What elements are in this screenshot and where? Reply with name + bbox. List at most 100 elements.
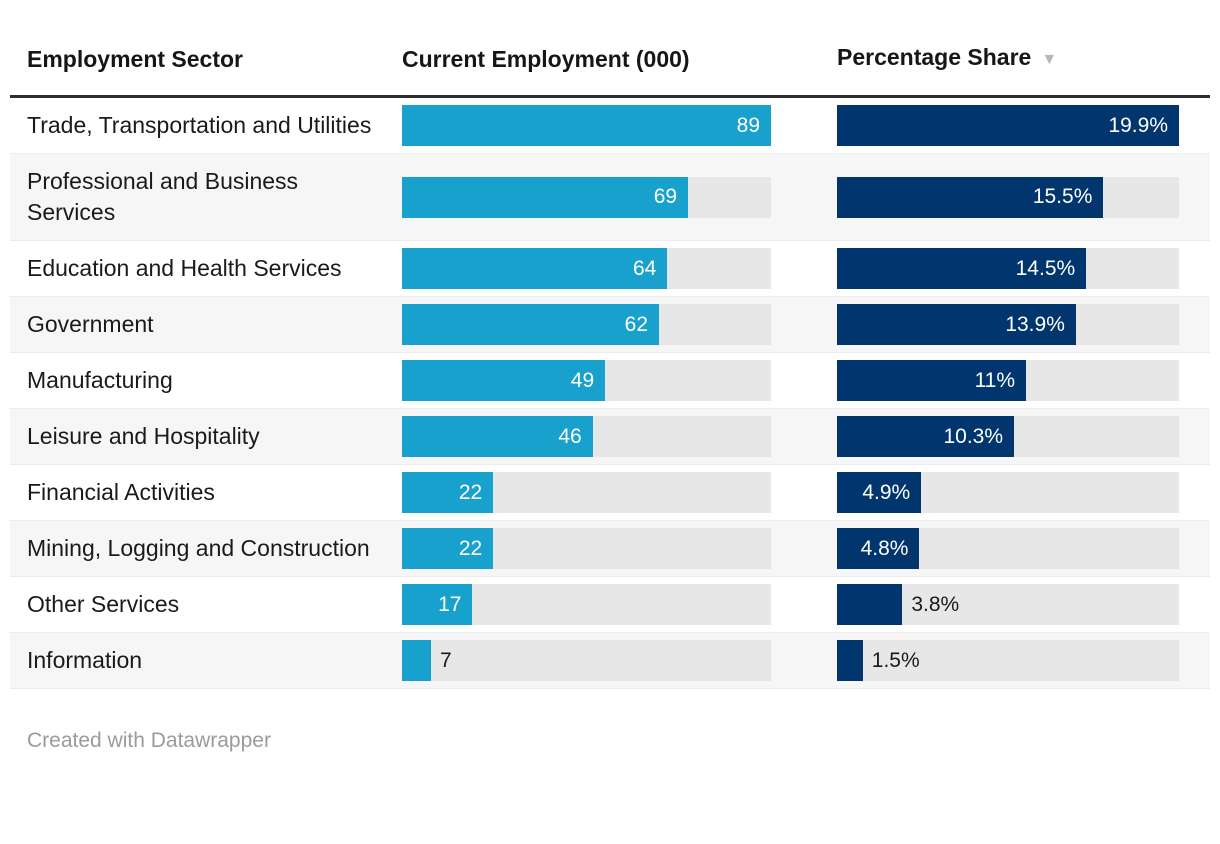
employment-bar-cell: 49 xyxy=(402,360,771,401)
column-header-percentage-share[interactable]: Percentage Share ▼ xyxy=(837,42,1179,75)
employment-bar: 17 xyxy=(402,584,473,625)
table-row: Information 7 1.5% xyxy=(10,633,1210,689)
table-row: Mining, Logging and Construction 22 4.8% xyxy=(10,521,1210,577)
employment-bar: 69 xyxy=(402,176,689,218)
share-bar-track: 1.5% xyxy=(837,640,1179,681)
employment-value-label: 64 xyxy=(632,256,657,280)
share-bar-track: 15.5% xyxy=(837,176,1179,218)
sector-label: Government xyxy=(27,311,154,337)
employment-bar-cell: 17 xyxy=(402,584,771,625)
share-bar-track: 11% xyxy=(837,360,1179,401)
employment-bar-cell: 64 xyxy=(402,248,771,289)
employment-value-label: 17 xyxy=(438,592,462,616)
employment-bar-cell: 46 xyxy=(402,416,771,457)
share-bar-track: 10.3% xyxy=(837,416,1179,457)
employment-bar-track: 22 xyxy=(402,528,771,569)
share-bar-track: 19.9% xyxy=(837,105,1179,146)
employment-bar-cell: 22 xyxy=(402,528,771,569)
employment-bar-track: 22 xyxy=(402,472,771,513)
share-bar: 4.9% xyxy=(837,472,922,513)
employment-bar-cell: 62 xyxy=(402,304,771,345)
sector-label: Manufacturing xyxy=(27,367,173,393)
share-value-label: 14.5% xyxy=(1015,256,1076,280)
employment-bar: 22 xyxy=(402,528,494,569)
employment-bar-cell: 69 xyxy=(402,176,771,218)
share-bar: 15.5% xyxy=(837,176,1104,218)
sector-label: Mining, Logging and Construction xyxy=(27,535,370,561)
share-value-label: 15.5% xyxy=(1032,185,1093,208)
column-header-percentage-share-label: Percentage Share xyxy=(837,44,1032,70)
table-row: Leisure and Hospitality 46 10.3% xyxy=(10,409,1210,465)
share-bar-track: 4.8% xyxy=(837,528,1179,569)
share-value-label: 3.8% xyxy=(911,592,960,616)
employment-value-label: 46 xyxy=(558,424,582,448)
share-bar-track: 3.8% xyxy=(837,584,1179,625)
employment-bar-track: 46 xyxy=(402,416,771,457)
share-bar: 3.8% xyxy=(837,584,959,625)
employment-bar: 7 xyxy=(402,640,452,681)
share-bar: 11% xyxy=(837,360,1027,401)
share-value-label: 1.5% xyxy=(871,648,920,672)
employment-bar-track: 89 xyxy=(402,105,771,146)
employment-bar-cell: 89 xyxy=(402,105,771,146)
employment-bar-cell: 7 xyxy=(402,640,771,681)
share-value-label: 10.3% xyxy=(943,424,1004,448)
share-bar: 4.8% xyxy=(837,528,920,569)
employment-bar-track: 7 xyxy=(402,640,771,681)
share-bar-track: 14.5% xyxy=(837,248,1179,289)
share-value-label: 4.9% xyxy=(862,480,911,504)
share-bar-cell: 11% xyxy=(837,360,1179,401)
table-body: Trade, Transportation and Utilities 89 19.… xyxy=(10,98,1210,689)
share-bar-cell: 13.9% xyxy=(837,304,1179,345)
employment-value-label: 49 xyxy=(570,368,595,392)
share-bar-cell: 3.8% xyxy=(837,584,1179,625)
table-row: Trade, Transportation and Utilities 89 19.… xyxy=(10,98,1210,154)
table-chart: Employment Sector Current Employment (00… xyxy=(10,0,1210,753)
share-value-label: 19.9% xyxy=(1108,113,1168,137)
employment-value-label: 7 xyxy=(440,648,452,672)
table-row: Manufacturing 49 11% xyxy=(10,353,1210,409)
employment-value-label: 89 xyxy=(736,113,760,137)
share-bar: 13.9% xyxy=(837,304,1076,345)
share-bar: 14.5% xyxy=(837,248,1087,289)
sector-label: Leisure and Hospitality xyxy=(27,423,260,449)
table-header-row: Employment Sector Current Employment (00… xyxy=(10,42,1210,98)
share-bar-cell: 15.5% xyxy=(837,176,1179,218)
sector-label: Professional and Business Services xyxy=(27,168,299,225)
table-row: Other Services 17 3.8% xyxy=(10,577,1210,633)
share-value-label: 4.8% xyxy=(860,536,909,560)
employment-bar: 89 xyxy=(402,105,771,146)
share-bar-cell: 14.5% xyxy=(837,248,1179,289)
table-row: Professional and Business Services 69 15.5… xyxy=(10,154,1210,241)
share-value-label: 11% xyxy=(974,368,1016,392)
employment-value-label: 69 xyxy=(653,185,678,208)
employment-value-label: 22 xyxy=(458,480,483,504)
share-bar: 19.9% xyxy=(837,105,1179,146)
sector-label: Trade, Transportation and Utilities xyxy=(27,112,372,138)
sort-descending-icon[interactable]: ▼ xyxy=(1041,51,1058,68)
employment-bar-track: 49 xyxy=(402,360,771,401)
employment-bar-track: 69 xyxy=(402,176,771,218)
share-bar-cell: 4.8% xyxy=(837,528,1179,569)
employment-value-label: 22 xyxy=(458,536,483,560)
sector-label: Education and Health Services xyxy=(27,255,342,281)
employment-bar: 62 xyxy=(402,304,660,345)
sector-label: Information xyxy=(27,647,143,673)
employment-bar-track: 62 xyxy=(402,304,771,345)
employment-bar: 22 xyxy=(402,472,494,513)
share-bar-cell: 19.9% xyxy=(837,105,1179,146)
column-header-current-employment[interactable]: Current Employment (000) xyxy=(402,46,690,72)
share-bar-cell: 1.5% xyxy=(837,640,1179,681)
share-bar-cell: 4.9% xyxy=(837,472,1179,513)
share-bar-track: 4.9% xyxy=(837,472,1179,513)
table-row: Financial Activities 22 4.9% xyxy=(10,465,1210,521)
share-bar: 10.3% xyxy=(837,416,1015,457)
column-header-employment-sector[interactable]: Employment Sector xyxy=(27,46,243,72)
employment-bar-track: 64 xyxy=(402,248,771,289)
sector-label: Financial Activities xyxy=(27,479,215,505)
share-bar: 1.5% xyxy=(837,640,920,681)
datawrapper-credit: Created with Datawrapper xyxy=(27,729,271,752)
share-bar-track: 13.9% xyxy=(837,304,1179,345)
employment-bar: 49 xyxy=(402,360,606,401)
table-row: Education and Health Services 64 14.5% xyxy=(10,241,1210,297)
